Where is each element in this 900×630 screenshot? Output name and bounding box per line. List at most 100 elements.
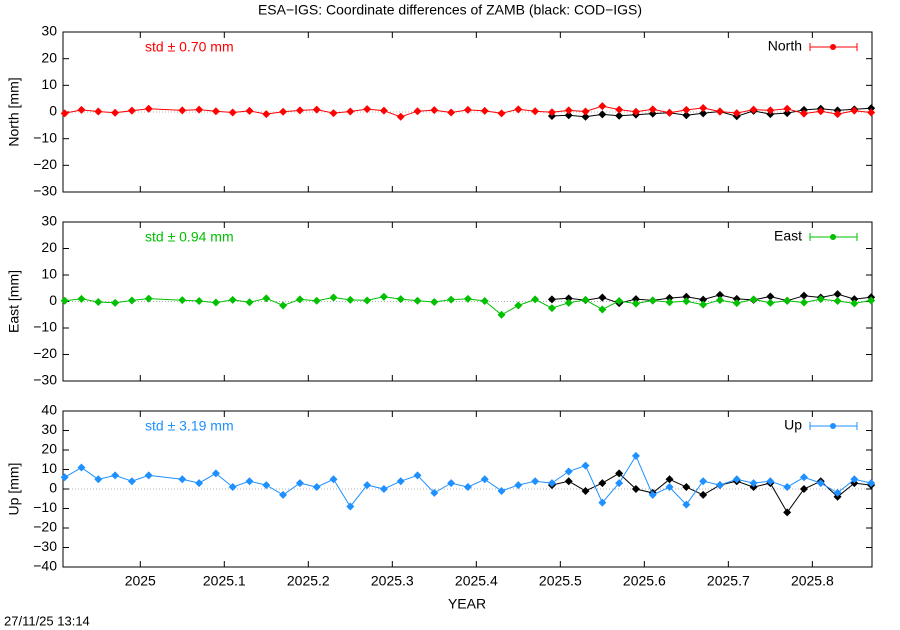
data-point [363,296,372,305]
y-axis-label: North [mm] [6,77,22,146]
data-point [178,296,187,305]
data-point [245,298,254,307]
data-point [178,106,187,115]
data-point [111,471,120,480]
data-point [783,109,792,118]
data-point [94,107,103,116]
data-point [867,479,876,488]
data-point [396,112,405,121]
data-point [648,490,657,499]
data-point [195,105,204,114]
data-point [867,296,876,305]
data-point [413,471,422,480]
data-point [799,473,808,482]
y-tick-label: −10 [33,499,57,515]
data-point [699,477,708,486]
data-point [581,486,590,495]
data-point [749,105,758,114]
data-point [262,294,271,303]
data-point [682,105,691,114]
data-point [682,500,691,509]
data-point [127,296,136,305]
data-point [732,294,741,303]
data-point [77,105,86,114]
data-point [211,298,220,307]
data-point [799,109,808,118]
data-point [144,294,153,303]
y-tick-label: 10 [41,266,57,282]
data-point [850,295,859,304]
data-point [799,298,808,307]
data-point [833,296,842,305]
data-point [615,469,624,478]
data-point [631,451,640,460]
data-point [430,298,439,307]
figure-title: ESA−IGS: Coordinate differences of ZAMB … [258,2,642,18]
data-point [312,296,321,305]
y-tick-label: −20 [33,519,57,535]
data-point [615,105,624,114]
x-tick-label: 2025 [125,573,156,589]
legend-label: East [774,228,802,244]
data-point [615,296,624,305]
y-tick-label: −30 [33,538,57,554]
data-point [766,106,775,115]
data-point [867,108,876,117]
data-point [631,299,640,308]
data-point [732,475,741,484]
y-axis-label: East [mm] [6,270,22,333]
data-point [295,295,304,304]
data-point [564,477,573,486]
legend-marker [830,44,836,50]
y-tick-label: 40 [41,402,57,418]
data-point [211,469,220,478]
data-point [799,291,808,300]
data-point [379,292,388,301]
data-point [665,108,674,117]
data-point [682,111,691,120]
data-point [480,296,489,305]
data-point [581,107,590,116]
data-point [615,479,624,488]
legend-marker [830,234,836,240]
data-point [463,483,472,492]
y-tick-label: −10 [33,129,57,145]
data-point [346,502,355,511]
data-point [195,479,204,488]
x-tick-label: 2025.4 [455,573,498,589]
data-point [60,473,69,482]
y-tick-label: −30 [33,372,57,388]
data-point [346,107,355,116]
std-annotation: std ± 3.19 mm [145,418,234,434]
std-annotation: std ± 0.70 mm [145,39,234,55]
data-point [816,295,825,304]
data-point [514,301,523,310]
y-tick-label: 20 [41,239,57,255]
y-tick-label: 0 [49,480,57,496]
data-point [749,479,758,488]
data-point [547,108,556,117]
data-point [60,109,69,118]
data-point [799,485,808,493]
data-point [850,299,859,308]
panel: −30 −20 −10 0 10 20 30 North [mm] std ± 0.70 mm N… [6,23,876,199]
data-point [682,483,691,492]
y-tick-label: 30 [41,421,57,437]
data-point [547,295,556,304]
y-tick-label: −30 [33,183,57,199]
data-point [413,107,422,116]
data-point [94,298,103,307]
data-point [413,296,422,305]
data-point [111,298,120,307]
data-point [195,296,204,305]
data-point [211,107,220,116]
y-tick-label: 30 [41,23,57,39]
data-point [329,293,338,302]
data-point [295,106,304,115]
data-point [480,106,489,115]
data-point [598,305,607,314]
y-tick-label: −40 [33,558,57,574]
data-point [564,298,573,307]
data-point [77,294,86,303]
data-point [94,475,103,484]
